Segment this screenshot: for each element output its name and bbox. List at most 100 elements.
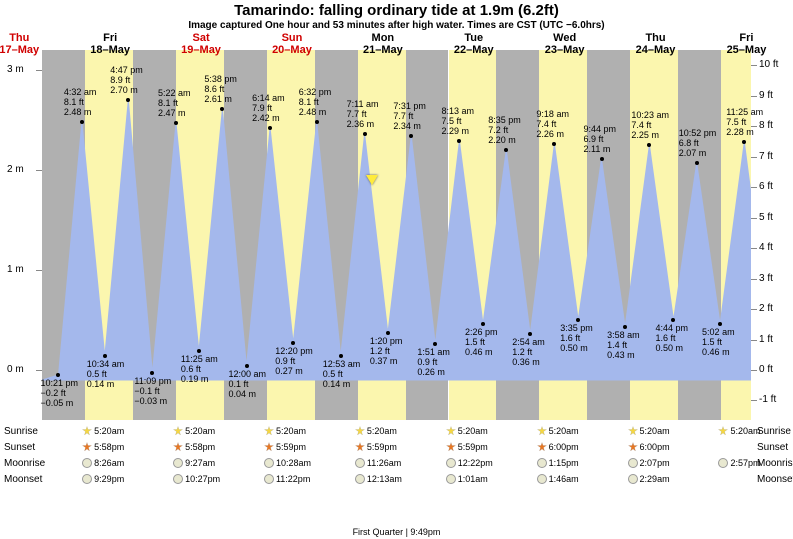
sun-cell-text: 5:58pm: [185, 442, 215, 452]
sun-cell-text: 1:46am: [549, 474, 579, 484]
gridline: [36, 270, 42, 271]
sun-row-label: Moonrise: [757, 458, 793, 469]
y-right-tick: 0 ft: [759, 364, 773, 375]
plot-area: 10:21 pm−0.2 ft−0.05 m4:32 am8.1 ft2.48 …: [42, 50, 751, 420]
tide-point: [268, 126, 272, 130]
sun-cell-text: 5:20am: [640, 426, 670, 436]
tide-label: 10:34 am0.5 ft0.14 m: [87, 360, 125, 390]
tide-label: 7:31 pm7.7 ft2.34 m: [393, 102, 426, 132]
tide-point: [80, 120, 84, 124]
y-right-tick: 1 ft: [759, 334, 773, 345]
gridline: [36, 370, 42, 371]
tide-point: [103, 354, 107, 358]
sun-cell-text: 5:20am: [185, 426, 215, 436]
sun-cell-text: 5:59pm: [458, 442, 488, 452]
tide-label: 11:09 pm−0.1 ft−0.03 m: [134, 377, 171, 407]
y-right-tick: 8 ft: [759, 120, 773, 131]
sun-cell: 5:59pm: [264, 442, 306, 452]
day-header: Wed23–May: [535, 32, 595, 56]
tide-chart: Tamarindo: falling ordinary tide at 1.9m…: [0, 0, 793, 539]
tide-label: 11:25 am7.5 ft2.28 m: [726, 108, 763, 138]
tide-point: [291, 341, 295, 345]
sun-cell-text: 5:20am: [94, 426, 124, 436]
tide-label: 4:32 am8.1 ft2.48 m: [64, 88, 97, 118]
sun-cell: 11:26am: [355, 458, 401, 468]
tide-point: [528, 332, 532, 336]
tide-label: 1:51 am0.9 ft0.26 m: [417, 348, 450, 378]
sun-cell-text: 5:20am: [367, 426, 397, 436]
tide-label: 4:47 pm8.9 ft2.70 m: [110, 66, 143, 96]
sun-cell-text: 12:13am: [367, 474, 402, 484]
gridline-r: [751, 187, 757, 188]
sun-cell: 5:20am: [173, 426, 215, 436]
gridline-r: [751, 309, 757, 310]
sun-cell-text: 5:20am: [458, 426, 488, 436]
gridline-r: [751, 65, 757, 66]
chart-subtitle: Image captured One hour and 53 minutes a…: [0, 20, 793, 31]
sun-row-label: Moonset: [4, 474, 42, 485]
sun-cell-text: 10:27pm: [185, 474, 220, 484]
sun-cell-text: 6:00pm: [640, 442, 670, 452]
y-right-tick: 9 ft: [759, 90, 773, 101]
sun-cell-text: 9:27am: [185, 458, 215, 468]
sun-cell: 5:20am: [264, 426, 306, 436]
tide-label: 7:11 am7.7 ft2.36 m: [347, 100, 379, 130]
tide-label: 4:44 pm1.6 ft0.50 m: [655, 324, 688, 354]
day-header: Thu17–May: [0, 32, 49, 56]
sun-cell: 12:22pm: [446, 458, 493, 468]
tide-point: [623, 325, 627, 329]
tide-label: 10:52 pm6.8 ft2.07 m: [679, 129, 717, 159]
tide-label: 5:38 pm8.6 ft2.61 m: [204, 75, 237, 105]
y-left-tick: 1 m: [7, 264, 24, 275]
tide-label: 2:26 pm1.5 ft0.46 m: [465, 328, 498, 358]
sun-cell-text: 5:58pm: [94, 442, 124, 452]
tide-label: 12:20 pm0.9 ft0.27 m: [275, 347, 313, 377]
y-left-tick: 2 m: [7, 164, 24, 175]
sun-cell: 10:28am: [264, 458, 311, 468]
sun-cell-text: 6:00pm: [549, 442, 579, 452]
tide-label: 1:20 pm1.2 ft0.37 m: [370, 337, 403, 367]
tide-label: 6:14 am7.9 ft2.42 m: [252, 94, 285, 124]
tide-point: [647, 143, 651, 147]
sun-cell-text: 2:29am: [640, 474, 670, 484]
sun-row-label: Moonrise: [4, 458, 45, 469]
y-right-tick: 6 ft: [759, 181, 773, 192]
tide-label: 8:35 pm7.2 ft2.20 m: [488, 116, 521, 146]
sun-cell: 5:58pm: [82, 442, 124, 452]
sun-cell: 5:20am: [718, 426, 760, 436]
sun-cell: 1:15pm: [537, 458, 579, 468]
tide-point: [386, 331, 390, 335]
gridline-r: [751, 157, 757, 158]
sun-cell: 10:27pm: [173, 474, 220, 484]
sun-row-label: Moonset: [757, 474, 793, 485]
y-left-tick: 0 m: [7, 364, 24, 375]
sun-cell: 1:01am: [446, 474, 488, 484]
tide-label: 3:58 am1.4 ft0.43 m: [607, 331, 640, 361]
sun-cell: 5:20am: [537, 426, 579, 436]
current-tide-marker: [366, 175, 378, 185]
sun-cell-text: 11:22pm: [276, 474, 310, 484]
sun-cell: 2:57pm: [718, 458, 760, 468]
sun-cell: 2:07pm: [628, 458, 670, 468]
sun-row-label: Sunset: [757, 442, 788, 453]
tide-point: [150, 371, 154, 375]
tide-point: [481, 322, 485, 326]
tide-label: 9:44 pm6.9 ft2.11 m: [584, 125, 617, 155]
tide-point: [504, 148, 508, 152]
sun-cell-text: 9:29pm: [94, 474, 124, 484]
sun-cell: 5:20am: [628, 426, 670, 436]
tide-point: [576, 318, 580, 322]
day-header: Thu24–May: [626, 32, 686, 56]
tide-point: [197, 349, 201, 353]
sun-cell-text: 12:22pm: [458, 458, 493, 468]
day-header: Tue22–May: [444, 32, 504, 56]
sun-cell: 9:29pm: [82, 474, 124, 484]
tide-label: 2:54 am1.2 ft0.36 m: [512, 338, 545, 368]
tide-point: [409, 134, 413, 138]
tide-point: [552, 142, 556, 146]
tide-point: [363, 132, 367, 136]
tide-point: [718, 322, 722, 326]
tide-point: [220, 107, 224, 111]
sun-cell-text: 1:01am: [458, 474, 488, 484]
tide-label: 8:13 am7.5 ft2.29 m: [441, 107, 474, 137]
